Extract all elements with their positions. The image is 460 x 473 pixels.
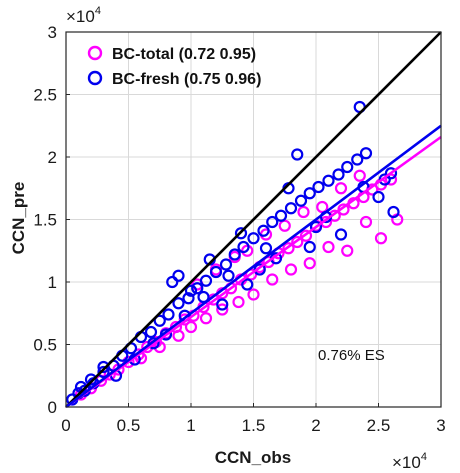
data-point	[199, 312, 213, 325]
data-point	[359, 215, 373, 229]
data-point	[184, 320, 198, 334]
data-point	[241, 244, 254, 257]
y-exponent-label: ×104	[66, 5, 101, 26]
data-point	[232, 295, 245, 309]
y-tick-label: 1.5	[33, 211, 57, 230]
data-point	[282, 242, 295, 255]
data-point	[312, 180, 325, 194]
data-point	[387, 205, 400, 219]
legend: BC-total (0.72 0.95) BC-fresh (0.75 0.96…	[87, 45, 261, 88]
data-point	[322, 240, 335, 254]
data-point	[84, 373, 98, 386]
data-point	[172, 269, 185, 282]
data-point	[274, 209, 288, 222]
x-tick-label: 2.5	[367, 416, 391, 435]
data-point	[184, 284, 198, 297]
data-point	[353, 169, 366, 182]
data-point	[234, 227, 248, 240]
data-point	[332, 168, 345, 181]
x-axis-label: CCN_obs	[215, 448, 292, 467]
x-tick-label: 3	[436, 416, 445, 435]
legend-label-bc-total: BC-total (0.72 0.95)	[112, 46, 256, 63]
data-point	[294, 194, 308, 207]
regression-line	[65, 124, 442, 409]
data-point	[153, 340, 166, 354]
y-tick-label: 2	[48, 148, 57, 167]
x-tick-label: 1.5	[242, 416, 266, 435]
data-point	[259, 242, 273, 255]
data-point	[266, 273, 279, 286]
data-point	[284, 263, 298, 276]
data-point	[166, 275, 179, 289]
data-point	[303, 240, 316, 254]
data-point	[209, 265, 223, 279]
data-point	[172, 329, 185, 342]
axis-ticks: 0 0.5 1 1.5 2 2.5 3 0 0.5 1 1.5 2 2.5 3	[33, 23, 445, 435]
y-tick-label: 3	[48, 23, 57, 42]
data-point	[241, 278, 254, 291]
data-point	[374, 232, 388, 245]
data-point	[141, 340, 154, 354]
y-tick-label: 0.5	[33, 336, 57, 355]
data-point	[97, 360, 110, 374]
x-exponent-label: ×104	[392, 451, 427, 472]
legend-marker-bc-fresh	[87, 70, 103, 86]
data-point	[303, 187, 316, 200]
data-point	[257, 224, 270, 237]
data-point	[351, 153, 364, 166]
fit-lines	[65, 31, 442, 409]
data-point	[182, 292, 195, 305]
data-point	[147, 337, 160, 350]
data-point	[122, 355, 135, 369]
x-tick-label: 2	[311, 416, 320, 435]
data-point	[384, 167, 398, 180]
data-point	[322, 174, 335, 187]
data-point	[97, 365, 110, 379]
data-point	[266, 215, 279, 229]
data-point	[153, 314, 166, 327]
data-point	[316, 200, 329, 214]
data-point	[247, 232, 260, 245]
data-point	[144, 325, 158, 339]
data-point	[197, 290, 210, 304]
data-point	[309, 220, 323, 234]
data-point	[191, 282, 204, 295]
y-tick-label: 1	[48, 273, 57, 292]
one-to-one-line	[65, 31, 442, 408]
y-axis-label: CCN_pre	[9, 182, 28, 255]
data-point	[199, 274, 213, 287]
supersaturation-annotation: 0.76% ES	[318, 347, 385, 364]
data-point	[291, 148, 304, 161]
data-point	[219, 258, 233, 271]
data-point	[341, 244, 354, 257]
data-point	[297, 205, 310, 219]
data-point	[334, 228, 348, 241]
data-point	[172, 297, 185, 310]
data-point	[216, 298, 229, 311]
data-point	[303, 257, 316, 270]
data-point	[299, 229, 313, 242]
x-tick-label: 1	[186, 416, 195, 435]
data-point	[334, 182, 348, 195]
x-tick-label: 0	[61, 416, 70, 435]
legend-marker-bc-total	[87, 45, 103, 61]
data-point	[247, 288, 260, 301]
data-point	[216, 303, 229, 316]
data-point	[341, 160, 354, 174]
y-tick-label: 0	[48, 398, 57, 417]
data-point	[278, 219, 291, 232]
x-tick-label: 0.5	[117, 416, 141, 435]
data-point	[359, 147, 373, 160]
y-tick-label: 2.5	[33, 86, 57, 105]
legend-label-bc-fresh: BC-fresh (0.75 0.96)	[112, 71, 261, 88]
data-point	[237, 240, 250, 254]
data-point	[228, 248, 241, 261]
data-point	[284, 202, 298, 215]
data-point	[291, 235, 304, 249]
data-point	[222, 269, 235, 282]
data-point	[162, 308, 175, 321]
data-point	[372, 190, 385, 204]
regression-line	[65, 135, 442, 409]
